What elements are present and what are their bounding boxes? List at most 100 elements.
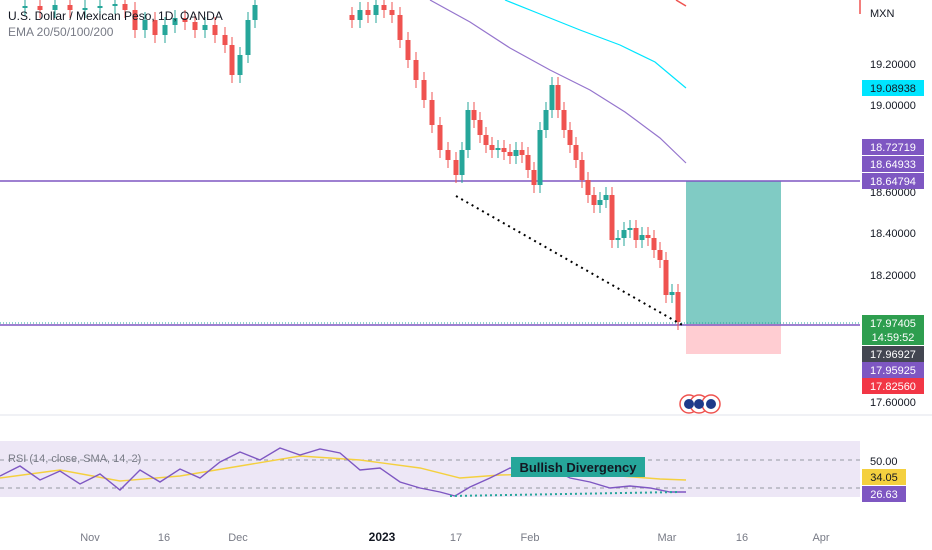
candle xyxy=(37,6,43,10)
candle xyxy=(579,160,585,180)
candle xyxy=(373,5,379,15)
candle xyxy=(202,25,208,30)
candle xyxy=(477,120,483,135)
candle xyxy=(421,80,427,100)
candles xyxy=(22,0,681,330)
rsi-band xyxy=(0,441,860,497)
badge-bid-text: 17.96927 xyxy=(870,349,916,361)
candle xyxy=(609,195,615,240)
candle xyxy=(229,45,235,75)
time-axis[interactable]: Nov 16 Dec 2023 17 Feb Mar 16 Apr xyxy=(80,530,830,544)
price-tick: 17.60000 xyxy=(870,397,916,409)
candle xyxy=(621,230,627,238)
candle xyxy=(663,260,669,295)
annotation-text: Bullish Divergency xyxy=(519,460,637,475)
rsi-label: RSI (14, close, SMA, 14, 2) xyxy=(8,453,141,465)
candle xyxy=(597,200,603,205)
badge-ema-low-text: 17.95925 xyxy=(870,365,916,377)
candle xyxy=(519,150,525,155)
candle xyxy=(513,150,519,156)
candle xyxy=(112,4,118,6)
candle xyxy=(52,5,58,10)
time-label: Feb xyxy=(521,532,540,544)
candle xyxy=(192,22,198,30)
candle xyxy=(237,55,243,75)
badge-current-price xyxy=(862,315,924,345)
candle xyxy=(645,235,651,238)
candle xyxy=(507,152,513,156)
ema-purple-line xyxy=(429,0,687,164)
badge-resistance xyxy=(862,173,924,189)
candle xyxy=(152,20,158,35)
time-label-year: 2023 xyxy=(369,530,396,544)
candle xyxy=(453,160,459,175)
badge-ema-low xyxy=(862,362,924,378)
candle xyxy=(182,18,188,22)
candle xyxy=(67,5,73,10)
price-tick: 19.20000 xyxy=(870,59,916,71)
ema-red-line xyxy=(675,0,687,7)
price-tick: 19.00000 xyxy=(870,100,916,112)
time-label: 16 xyxy=(158,532,170,544)
ema-cyan-line xyxy=(504,0,687,89)
rsi-level-50: 50.00 xyxy=(870,456,898,468)
candle xyxy=(633,228,639,240)
candle xyxy=(525,155,531,170)
price-tick: 18.60000 xyxy=(870,187,916,199)
candle xyxy=(555,85,561,110)
candle xyxy=(567,130,573,145)
candle xyxy=(445,150,451,160)
candle xyxy=(543,110,549,130)
candle xyxy=(615,238,621,240)
price-axis[interactable]: MXN 19.20000 19.00000 18.60000 18.40000 … xyxy=(859,0,924,502)
badge-ema-purple2 xyxy=(862,156,924,172)
target-zone[interactable] xyxy=(686,181,781,324)
badge-ema-purple-text: 18.72719 xyxy=(870,142,916,154)
rsi-pane[interactable]: Bullish Divergency RSI (14, close, SMA, … xyxy=(0,441,860,497)
badge-stop-text: 17.82560 xyxy=(870,381,916,393)
candle xyxy=(603,195,609,200)
badge-stop xyxy=(862,378,924,394)
economic-event-flags[interactable] xyxy=(679,394,721,414)
rsi-divergence-line[interactable] xyxy=(449,491,681,497)
time-label: Nov xyxy=(80,532,100,544)
candle xyxy=(627,228,633,230)
badge-rsi-signal xyxy=(862,469,906,485)
badge-rsi xyxy=(862,486,906,502)
candle xyxy=(82,8,88,10)
candle xyxy=(212,25,218,35)
symbol-title[interactable]: U.S. Dollar / Mexican Peso, 1D, OANDA xyxy=(8,9,223,23)
badge-countdown-text: 14:59:52 xyxy=(872,332,915,344)
candle xyxy=(397,15,403,40)
time-label: Mar xyxy=(658,532,677,544)
trendline[interactable] xyxy=(455,195,685,327)
indicator-label[interactable]: EMA 20/50/100/200 xyxy=(8,25,114,39)
price-tick: 18.40000 xyxy=(870,228,916,240)
candle xyxy=(465,110,471,150)
candle xyxy=(429,100,435,125)
annotation-box[interactable] xyxy=(511,457,645,477)
candle xyxy=(501,148,507,152)
badge-current-price-text: 17.97405 xyxy=(870,318,916,330)
candle xyxy=(495,148,501,150)
rsi-line xyxy=(0,447,686,497)
candle xyxy=(22,6,28,8)
candle xyxy=(561,110,567,130)
price-pane[interactable] xyxy=(0,0,932,416)
time-label: Dec xyxy=(228,532,248,544)
candle xyxy=(413,60,419,80)
stop-zone[interactable] xyxy=(686,324,781,354)
time-label: 17 xyxy=(450,532,462,544)
candle xyxy=(252,5,258,20)
badge-rsi-text: 26.63 xyxy=(870,489,898,501)
candle xyxy=(132,10,138,30)
badge-ema-purple2-text: 18.64933 xyxy=(870,159,916,171)
candle xyxy=(591,195,597,205)
badge-rsi-signal-text: 34.05 xyxy=(870,472,898,484)
candle xyxy=(459,150,465,175)
candle xyxy=(172,18,178,25)
badge-ema-cyan-text: 19.08938 xyxy=(870,83,916,95)
candle xyxy=(471,110,477,120)
candle xyxy=(405,40,411,60)
